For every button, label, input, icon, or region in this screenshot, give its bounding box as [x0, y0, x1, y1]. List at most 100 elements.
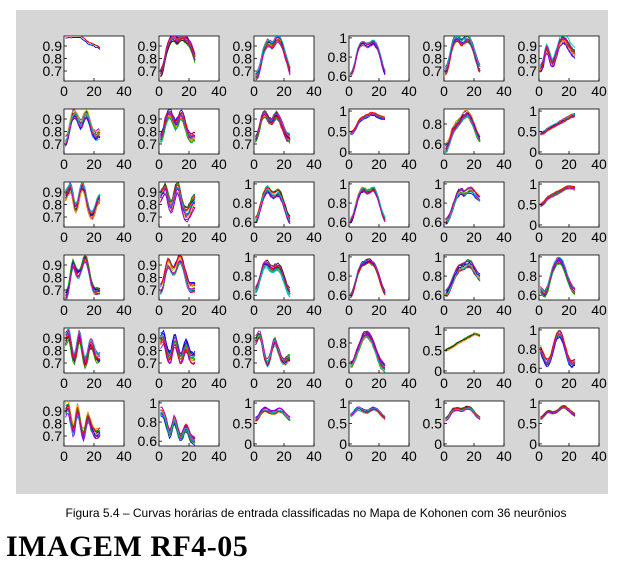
series-curve	[445, 187, 481, 221]
curve-group	[445, 186, 481, 225]
x-tick-label: 40	[306, 375, 322, 391]
series-curve	[160, 255, 196, 287]
y-tick-label: 0.6	[518, 360, 538, 376]
x-tick-label: 20	[371, 448, 387, 464]
x-tick-label: 0	[440, 229, 448, 245]
series-curve	[255, 334, 291, 365]
x-tick-label: 20	[181, 302, 197, 318]
panel-r3-c6: 0 20 40 1 0.5 0	[518, 176, 607, 245]
y-tick-label: 0	[244, 436, 252, 452]
panel-r2-c5: 0 20 40 0.8 0.6	[423, 108, 512, 172]
y-tick-label: 0.8	[43, 197, 63, 213]
y-tick-label: 1	[529, 176, 537, 192]
x-tick-label: 20	[86, 448, 102, 464]
series-curve	[255, 336, 291, 365]
y-tick-label: 0.7	[138, 63, 158, 79]
x-tick-label: 20	[371, 156, 387, 172]
curve-group	[540, 36, 576, 73]
x-tick-label: 20	[466, 229, 482, 245]
x-tick-label: 40	[116, 156, 132, 172]
axes-box	[538, 327, 600, 374]
panel-r2-c1: 0 20 40 0.90.80.7	[43, 108, 132, 172]
x-tick-label: 0	[345, 156, 353, 172]
y-tick-label: 1	[149, 395, 157, 411]
series-curve	[445, 113, 481, 151]
series-curve	[350, 409, 386, 421]
y-tick-label: 0.8	[518, 51, 538, 67]
x-tick-label: 20	[181, 448, 197, 464]
curve-group	[65, 255, 101, 300]
panel-r3-c3: 0 20 40 1 0.8 0.6	[233, 176, 322, 245]
series-curve	[540, 333, 576, 366]
panel-r5-c3: 0 20 40 0.90.80.7	[233, 327, 322, 391]
series-curve	[160, 191, 196, 223]
series-curve	[445, 191, 481, 224]
series-curve	[160, 187, 196, 219]
panel-r6-c4: 0 20 40 1 0.5 0	[328, 395, 417, 464]
curve-group	[255, 109, 291, 144]
panel-r6-c6: 0 20 40 1 0.5 0	[518, 395, 607, 464]
panel-r6-c2: 0 20 40 1 0.8 0.6	[138, 395, 227, 464]
y-tick-label: 0.9	[43, 257, 63, 273]
y-tick-label: 0.5	[518, 416, 538, 432]
x-tick-label: 20	[276, 83, 292, 99]
series-curve	[255, 259, 291, 290]
series-curve	[160, 406, 196, 439]
x-tick-label: 40	[116, 229, 132, 245]
panel-r1-c2: 0 20 40 0.90.80.7	[138, 35, 227, 99]
y-tick-label: 0	[434, 436, 442, 452]
x-tick-label: 40	[591, 375, 607, 391]
series-curve	[65, 112, 101, 142]
y-tick-label: 0.8	[328, 335, 348, 351]
curve-group	[540, 112, 576, 136]
image-code-heading: IMAGEM RF4-05	[6, 530, 249, 563]
x-tick-label: 0	[345, 83, 353, 99]
x-tick-label: 20	[276, 156, 292, 172]
series-curve	[445, 264, 481, 297]
x-tick-label: 20	[371, 302, 387, 318]
curve-group	[445, 332, 481, 352]
y-tick-label: 0.7	[43, 355, 63, 371]
series-curve	[540, 263, 576, 299]
x-tick-label: 20	[561, 83, 577, 99]
x-tick-label: 20	[276, 375, 292, 391]
panel-r1-c6: 0 20 40 0.90.80.7	[518, 35, 607, 99]
x-tick-label: 0	[60, 156, 68, 172]
y-tick-label: 1	[434, 395, 442, 411]
series-curve	[255, 407, 291, 420]
curve-group	[445, 109, 481, 154]
series-curve	[255, 36, 291, 75]
curve-group	[255, 184, 291, 225]
series-curve	[65, 335, 101, 367]
y-tick-label: 0.7	[43, 282, 63, 298]
x-tick-label: 20	[181, 229, 197, 245]
x-tick-label: 40	[306, 448, 322, 464]
series-curve	[540, 114, 576, 135]
series-curve	[255, 188, 291, 221]
series-curve	[255, 41, 291, 80]
series-curve	[160, 411, 196, 442]
series-curve	[540, 256, 576, 292]
panel-r1-c5: 0 20 40 0.90.80.7	[423, 35, 512, 99]
x-tick-label: 20	[561, 375, 577, 391]
x-tick-label: 20	[371, 375, 387, 391]
y-tick-label: 0.8	[233, 268, 253, 284]
y-tick-label: 1	[434, 249, 442, 265]
y-tick-label: 0.8	[423, 268, 443, 284]
panel-r2-c3: 0 20 40 0.90.80.7	[233, 108, 322, 172]
curve-group	[160, 109, 196, 144]
x-tick-label: 20	[466, 302, 482, 318]
panel-r5-c5: 0 20 40 1 0.5 0	[423, 322, 512, 391]
curve-group	[540, 405, 576, 421]
x-tick-label: 20	[561, 156, 577, 172]
series-curve	[65, 109, 101, 136]
x-tick-label: 0	[155, 448, 163, 464]
x-tick-label: 0	[155, 375, 163, 391]
panel-r2-c2: 0 20 40 0.90.80.7	[138, 108, 227, 172]
x-tick-label: 40	[211, 83, 227, 99]
y-tick-label: 0.8	[138, 51, 158, 67]
curve-group	[160, 182, 196, 223]
y-tick-label: 0.8	[233, 51, 253, 67]
y-tick-label: 0.7	[423, 63, 443, 79]
series-curve	[65, 36, 101, 50]
